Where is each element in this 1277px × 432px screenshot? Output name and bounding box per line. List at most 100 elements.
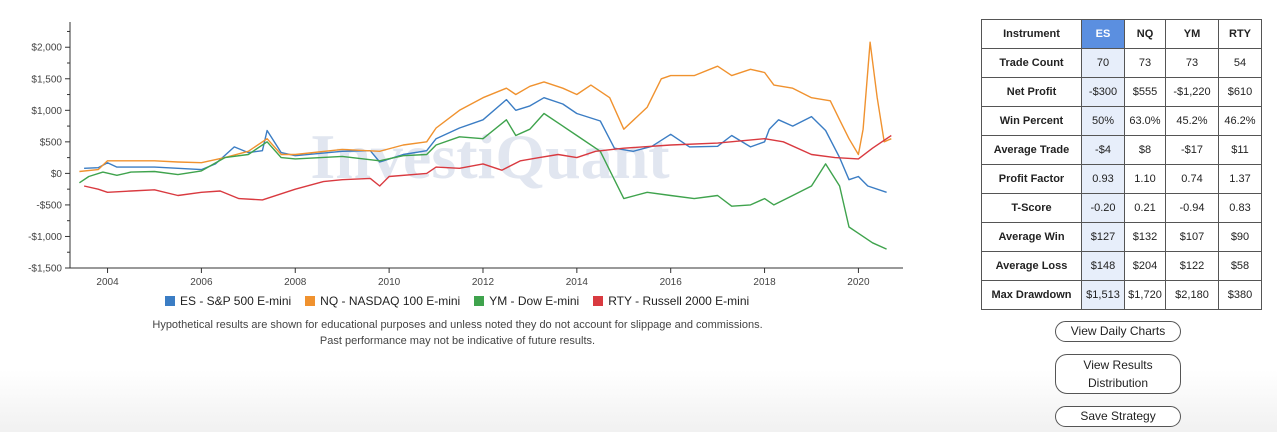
metric-label: Average Loss [981,251,1082,281]
disclaimer-line-1: Hypothetical results are shown for educa… [152,319,763,331]
metric-label: Average Trade [981,135,1082,165]
view-results-distribution-button[interactable]: View Results Distribution [1055,354,1181,394]
watermark: InvestiQuant [310,121,670,192]
metric-label: Trade Count [981,48,1082,78]
cell-nq: $132 [1124,222,1166,252]
table-row: Net Profit -$300 $555 -$1,220 $610 [981,77,1262,107]
cell-es: -$4 [1081,135,1125,165]
cell-nq: $204 [1124,251,1166,281]
cell-ym: $122 [1165,251,1219,281]
series-line-nq [79,41,892,173]
header-nq[interactable]: NQ [1124,19,1166,49]
cell-es: -0.20 [1081,193,1125,223]
watermark-text: InvestiQuant [310,121,670,192]
header-es[interactable]: ES [1081,19,1125,49]
metric-label: Net Profit [981,77,1082,107]
metric-label: Average Win [981,222,1082,252]
legend-item-es[interactable]: ES - S&P 500 E-mini [165,294,291,308]
series-line-ym [79,112,887,250]
cell-nq: $1,720 [1124,280,1166,310]
table-row: Average Win $127 $132 $107 $90 [981,222,1262,252]
cell-rty: 54 [1218,48,1262,78]
cell-rty: 46.2% [1218,106,1262,136]
cell-ym: -$1,220 [1165,77,1219,107]
x-tick-label: 2016 [660,277,683,288]
chart-series [79,41,892,250]
cell-es: $127 [1081,222,1125,252]
cell-es: $1,513 [1081,280,1125,310]
x-tick-label: 2004 [96,277,119,288]
y-tick-label: -$1,500 [28,264,62,275]
legend-label-ym: YM - Dow E-mini [489,294,580,308]
cell-rty: $11 [1218,135,1262,165]
cell-rty: $610 [1218,77,1262,107]
x-tick-label: 2010 [378,277,401,288]
series-line-rty [83,134,892,201]
cell-rty: 0.83 [1218,193,1262,223]
x-tick-label: 2008 [284,277,307,288]
table-row: T-Score -0.20 0.21 -0.94 0.83 [981,193,1262,223]
cell-nq: 63.0% [1124,106,1166,136]
cell-ym: 0.74 [1165,164,1219,194]
cell-es: $148 [1081,251,1125,281]
x-tick-label: 2006 [190,277,213,288]
metric-label: Win Percent [981,106,1082,136]
metric-label: Max Drawdown [981,280,1082,310]
stats-table: Instrument ES NQ YM RTY Trade Count 70 73 7… [981,19,1262,310]
series-line-es [84,97,887,193]
header-rty[interactable]: RTY [1218,19,1262,49]
legend-item-ym[interactable]: YM - Dow E-mini [474,294,579,308]
cell-ym: $2,180 [1165,280,1219,310]
legend-label-es: ES - S&P 500 E-mini [180,294,292,308]
view-results-distribution-label-1: View Results [1083,358,1153,372]
legend-item-rty[interactable]: RTY - Russell 2000 E-mini [593,294,749,308]
legend-swatch-nq [305,296,316,306]
x-tick-label: 2014 [566,277,589,288]
cell-ym: 73 [1165,48,1219,78]
cell-rty: 1.37 [1218,164,1262,194]
cell-ym: -0.94 [1165,193,1219,223]
cell-nq: 1.10 [1124,164,1166,194]
table-row: Average Trade -$4 $8 -$17 $11 [981,135,1262,165]
cell-rty: $58 [1218,251,1262,281]
view-results-distribution-label-2: Distribution [1087,376,1149,390]
metric-label: T-Score [981,193,1082,223]
legend-swatch-rty [593,296,604,306]
cell-ym: 45.2% [1165,106,1219,136]
cell-nq: $8 [1124,135,1166,165]
table-row: Profit Factor 0.93 1.10 0.74 1.37 [981,164,1262,194]
metric-label: Profit Factor [981,164,1082,194]
cell-ym: $107 [1165,222,1219,252]
legend-swatch-es [165,296,175,306]
equity-chart: InvestiQuant $2,000 $1,500 $1,000 $500 $0 -$5… [28,22,903,288]
y-tick-label: $1,500 [31,74,62,85]
view-daily-charts-button[interactable]: View Daily Charts [1055,321,1181,342]
y-tick-label: -$500 [36,200,62,211]
cell-rty: $380 [1218,280,1262,310]
cell-nq: $555 [1124,77,1166,107]
header-ym[interactable]: YM [1165,19,1219,49]
header-instrument: Instrument [981,19,1082,49]
save-strategy-button[interactable]: Save Strategy [1055,406,1181,427]
table-row: Win Percent 50% 63.0% 45.2% 46.2% [981,106,1262,136]
y-tick-label: -$1,000 [28,232,62,243]
x-tick-label: 2012 [472,277,495,288]
chart-legend: ES - S&P 500 E-mini NQ - NASDAQ 100 E-mi… [165,294,749,308]
table-header-row: Instrument ES NQ YM RTY [981,19,1262,49]
cell-rty: $90 [1218,222,1262,252]
chart-axes: $2,000 $1,500 $1,000 $500 $0 -$500 -$1,000 -$1,… [28,22,903,288]
y-tick-label: $500 [40,137,63,148]
disclaimer-line-2: Past performance may not be indicative o… [319,335,596,347]
y-tick-label: $0 [51,169,63,180]
cell-es: 70 [1081,48,1125,78]
legend-item-nq[interactable]: NQ - NASDAQ 100 E-mini [305,294,460,308]
table-row: Trade Count 70 73 73 54 [981,48,1262,78]
legend-swatch-ym [474,296,485,306]
y-tick-label: $2,000 [31,43,62,54]
x-tick-label: 2020 [847,277,870,288]
x-tick-label: 2018 [753,277,776,288]
legend-label-rty: RTY - Russell 2000 E-mini [608,294,750,308]
legend-label-nq: NQ - NASDAQ 100 E-mini [320,294,461,308]
cell-nq: 0.21 [1124,193,1166,223]
y-tick-label: $1,000 [31,106,62,117]
